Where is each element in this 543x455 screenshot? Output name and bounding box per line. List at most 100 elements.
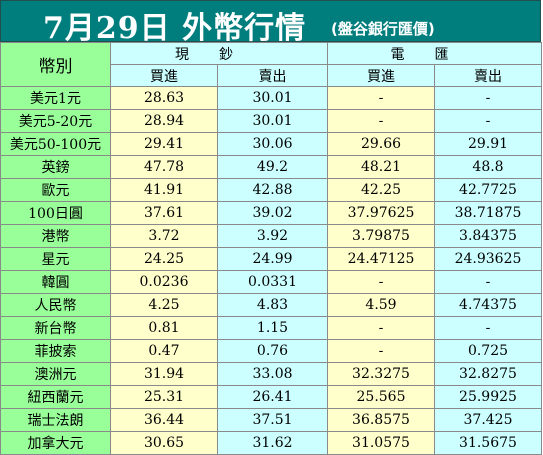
table-row: 美元5-20元 28.94 30.01- - xyxy=(0,109,542,133)
currency-name: 菲披索 xyxy=(0,339,111,363)
table-row: 新台幣 0.81 1.15- - xyxy=(0,316,542,340)
wire-sell-rate: 31.5675 xyxy=(434,431,542,455)
cash-buy-rate: 3.72 xyxy=(110,224,218,248)
table-row: 歐元 41.91 42.88 42.25 42.7725 xyxy=(0,178,542,202)
page-subtitle: (盤谷銀行匯價) xyxy=(331,20,435,38)
wire-buy-rate: 3.79875 xyxy=(327,224,435,248)
cash-sell-rate: 30.06 xyxy=(217,132,328,156)
cash-buy-rate: 47.78 xyxy=(110,155,218,179)
cash-buy-rate: 30.65 xyxy=(110,431,218,455)
currency-name: 紐西蘭元 xyxy=(0,385,111,409)
currency-name: 英鎊 xyxy=(0,155,111,179)
table-row: 英鎊 47.78 49.2 48.21 48.8 xyxy=(0,155,542,179)
wire-buy-rate: 29.66 xyxy=(327,132,435,156)
currency-name: 韓圓 xyxy=(0,270,111,294)
cash-sell-rate: 26.41 xyxy=(217,385,328,409)
rate-rows: 美元1元 28.63 30.01- - 美元5-20元 28.94 30.01- - 美元50-… xyxy=(0,86,542,455)
table-row: 紐西蘭元 25.31 26.41 25.565 25.9925 xyxy=(0,385,542,409)
wire-group-header: 電匯 xyxy=(327,42,542,65)
table-row: 瑞士法朗 36.44 37.51 36.8575 37.425 xyxy=(0,408,542,432)
cash-buy-rate: 4.25 xyxy=(110,293,218,317)
wire-sell-rate: 4.74375 xyxy=(434,293,542,317)
currency-name: 加拿大元 xyxy=(0,431,111,455)
wire-sell-rate: - xyxy=(434,316,542,340)
wire-buy-rate: - xyxy=(327,86,435,110)
wire-buy-rate: 48.21 xyxy=(327,155,435,179)
cash-sell-rate: 0.0331 xyxy=(217,270,328,294)
cash-buy-rate: 36.44 xyxy=(110,408,218,432)
table-row: 澳洲元 31.94 33.08 32.3275 32.8275 xyxy=(0,362,542,386)
cash-sell-rate: 42.88 xyxy=(217,178,328,202)
cash-sell-rate: 31.62 xyxy=(217,431,328,455)
currency-name: 瑞士法朗 xyxy=(0,408,111,432)
cash-buy-rate: 25.31 xyxy=(110,385,218,409)
cash-sell-rate: 39.02 xyxy=(217,201,328,225)
table-row: 菲披索 0.47 0.76-0.725 xyxy=(0,339,542,363)
wire-sell-rate: - xyxy=(434,86,542,110)
currency-name: 100日圓 xyxy=(0,201,111,225)
wire-buy-rate: 25.565 xyxy=(327,385,435,409)
wire-buy-rate: 37.97625 xyxy=(327,201,435,225)
table-row: 星元 24.25 24.99 24.47125 24.93625 xyxy=(0,247,542,271)
table-row: 人民幣 4.25 4.83 4.59 4.74375 xyxy=(0,293,542,317)
wire-sell-rate: 48.8 xyxy=(434,155,542,179)
cash-sell-rate: 37.51 xyxy=(217,408,328,432)
wire-sell-rate: 42.7725 xyxy=(434,178,542,202)
wire-sell-rate: - xyxy=(434,270,542,294)
wire-buy-rate: 36.8575 xyxy=(327,408,435,432)
currency-column-header: 幣別 xyxy=(0,42,111,87)
title-bar: 7月29日 外幣行情 (盤谷銀行匯價) xyxy=(0,0,541,46)
cash-buy-rate: 0.81 xyxy=(110,316,218,340)
wire-buy-rate: 42.25 xyxy=(327,178,435,202)
cash-sell-rate: 24.99 xyxy=(217,247,328,271)
wire-sell-header: 賣出 xyxy=(434,64,542,87)
currency-name: 新台幣 xyxy=(0,316,111,340)
currency-name: 澳洲元 xyxy=(0,362,111,386)
cash-buy-rate: 37.61 xyxy=(110,201,218,225)
cash-sell-rate: 1.15 xyxy=(217,316,328,340)
wire-buy-rate: 4.59 xyxy=(327,293,435,317)
cash-buy-rate: 24.25 xyxy=(110,247,218,271)
cash-group-header: 現鈔 xyxy=(110,42,328,65)
cash-buy-rate: 29.41 xyxy=(110,132,218,156)
cash-sell-rate: 0.76 xyxy=(217,339,328,363)
wire-sell-rate: 25.9925 xyxy=(434,385,542,409)
cash-buy-rate: 28.63 xyxy=(110,86,218,110)
cash-buy-rate: 31.94 xyxy=(110,362,218,386)
wire-sell-rate: - xyxy=(434,109,542,133)
cash-buy-rate: 28.94 xyxy=(110,109,218,133)
wire-buy-rate: - xyxy=(327,339,435,363)
wire-sell-rate: 37.425 xyxy=(434,408,542,432)
wire-buy-rate: - xyxy=(327,270,435,294)
currency-name: 美元5-20元 xyxy=(0,109,111,133)
page-title: 7月29日 外幣行情 xyxy=(43,11,307,46)
cash-sell-rate: 30.01 xyxy=(217,86,328,110)
wire-sell-rate: 38.71875 xyxy=(434,201,542,225)
cash-sell-rate: 3.92 xyxy=(217,224,328,248)
wire-sell-rate: 24.93625 xyxy=(434,247,542,271)
wire-buy-header: 買進 xyxy=(327,64,435,87)
table-row: 100日圓 37.61 39.02 37.97625 38.71875 xyxy=(0,201,542,225)
currency-name: 歐元 xyxy=(0,178,111,202)
table-row: 美元50-100元 29.41 30.06 29.66 29.91 xyxy=(0,132,542,156)
cash-sell-rate: 33.08 xyxy=(217,362,328,386)
cash-buy-header: 買進 xyxy=(110,64,218,87)
cash-sell-header: 賣出 xyxy=(217,64,328,87)
currency-name: 人民幣 xyxy=(0,293,111,317)
wire-buy-rate: - xyxy=(327,316,435,340)
currency-name: 星元 xyxy=(0,247,111,271)
cash-buy-rate: 0.47 xyxy=(110,339,218,363)
currency-name: 美元50-100元 xyxy=(0,132,111,156)
table-row: 美元1元 28.63 30.01- - xyxy=(0,86,542,110)
table-row: 港幣 3.72 3.92 3.79875 3.84375 xyxy=(0,224,542,248)
currency-name: 美元1元 xyxy=(0,86,111,110)
currency-name: 港幣 xyxy=(0,224,111,248)
wire-sell-rate: 29.91 xyxy=(434,132,542,156)
wire-sell-rate: 32.8275 xyxy=(434,362,542,386)
cash-sell-rate: 30.01 xyxy=(217,109,328,133)
cash-buy-rate: 0.0236 xyxy=(110,270,218,294)
wire-sell-rate: 0.725 xyxy=(434,339,542,363)
table-row: 加拿大元 30.65 31.62 31.0575 31.5675 xyxy=(0,431,542,455)
wire-sell-rate: 3.84375 xyxy=(434,224,542,248)
